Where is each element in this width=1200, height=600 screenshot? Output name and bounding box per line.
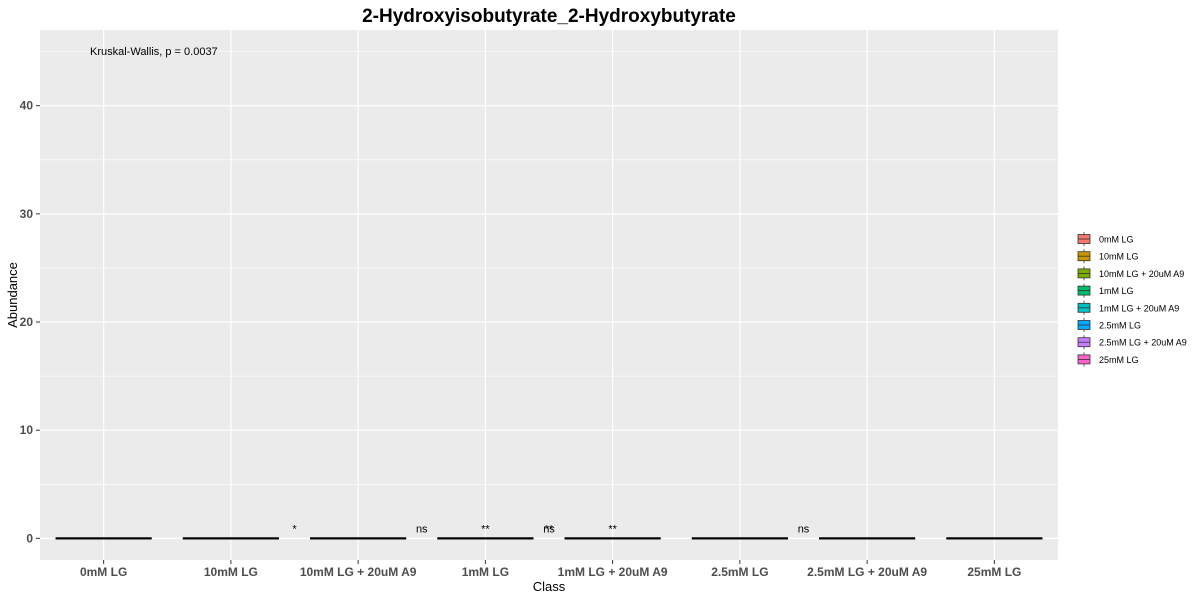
legend-label-1: 10mM LG xyxy=(1099,252,1139,262)
x-tick-label: 10mM LG + 20uM A9 xyxy=(300,565,417,579)
y-tick-label: 10 xyxy=(20,423,34,437)
kruskal-wallis-annotation: Kruskal-Wallis, p = 0.0037 xyxy=(90,46,218,58)
chart-title: 2-Hydroxyisobutyrate_2-Hydroxybutyrate xyxy=(362,6,736,27)
significance-labels: * ns ** ns** ** ns xyxy=(292,523,809,535)
box-marks xyxy=(55,537,1043,540)
x-axis-title: Class xyxy=(533,579,566,594)
x-tick-label: 2.5mM LG + 20uM A9 xyxy=(807,565,927,579)
axes: 0 10 20 30 40 0mM LG 10mM LG 10mM LG + 20uM A9 1… xyxy=(20,99,1022,579)
y-tick-label: 40 xyxy=(20,99,34,113)
plot-panel xyxy=(40,30,1058,560)
legend-label-5: 2.5mM LG xyxy=(1099,321,1141,331)
legend-label-6: 2.5mM LG + 20uM A9 xyxy=(1099,338,1187,348)
significance-label: ns xyxy=(416,523,428,535)
y-tick-label: 0 xyxy=(26,531,33,545)
x-tick-label: 2.5mM LG xyxy=(711,565,768,579)
x-tick-label: 0mM LG xyxy=(80,565,127,579)
x-tick-label: 1mM LG xyxy=(462,565,509,579)
significance-label: * xyxy=(292,523,297,535)
legend-label-7: 25mM LG xyxy=(1099,355,1139,365)
y-tick-label: 30 xyxy=(20,207,34,221)
significance-label: ns xyxy=(798,523,810,535)
y-axis-title: Abundance xyxy=(5,262,20,328)
legend-label-4: 1mM LG + 20uM A9 xyxy=(1099,303,1179,313)
y-tick-label: 20 xyxy=(20,315,34,329)
legend-label-0: 0mM LG xyxy=(1099,235,1134,245)
legend: 0mM LG 10mM LG 10mM LG + 20uM A9 1mM LG 1mM … xyxy=(1077,232,1187,367)
x-tick-label: 10mM LG xyxy=(204,565,258,579)
significance-label: ** xyxy=(608,523,617,535)
significance-label: ** xyxy=(481,523,490,535)
significance-label: ns xyxy=(543,523,555,535)
legend-label-3: 1mM LG xyxy=(1099,286,1134,296)
significance-label: ** xyxy=(545,523,554,535)
legend-label-2: 10mM LG + 20uM A9 xyxy=(1099,269,1184,279)
x-tick-label: 25mM LG xyxy=(967,565,1021,579)
x-tick-label: 1mM LG + 20uM A9 xyxy=(558,565,668,579)
